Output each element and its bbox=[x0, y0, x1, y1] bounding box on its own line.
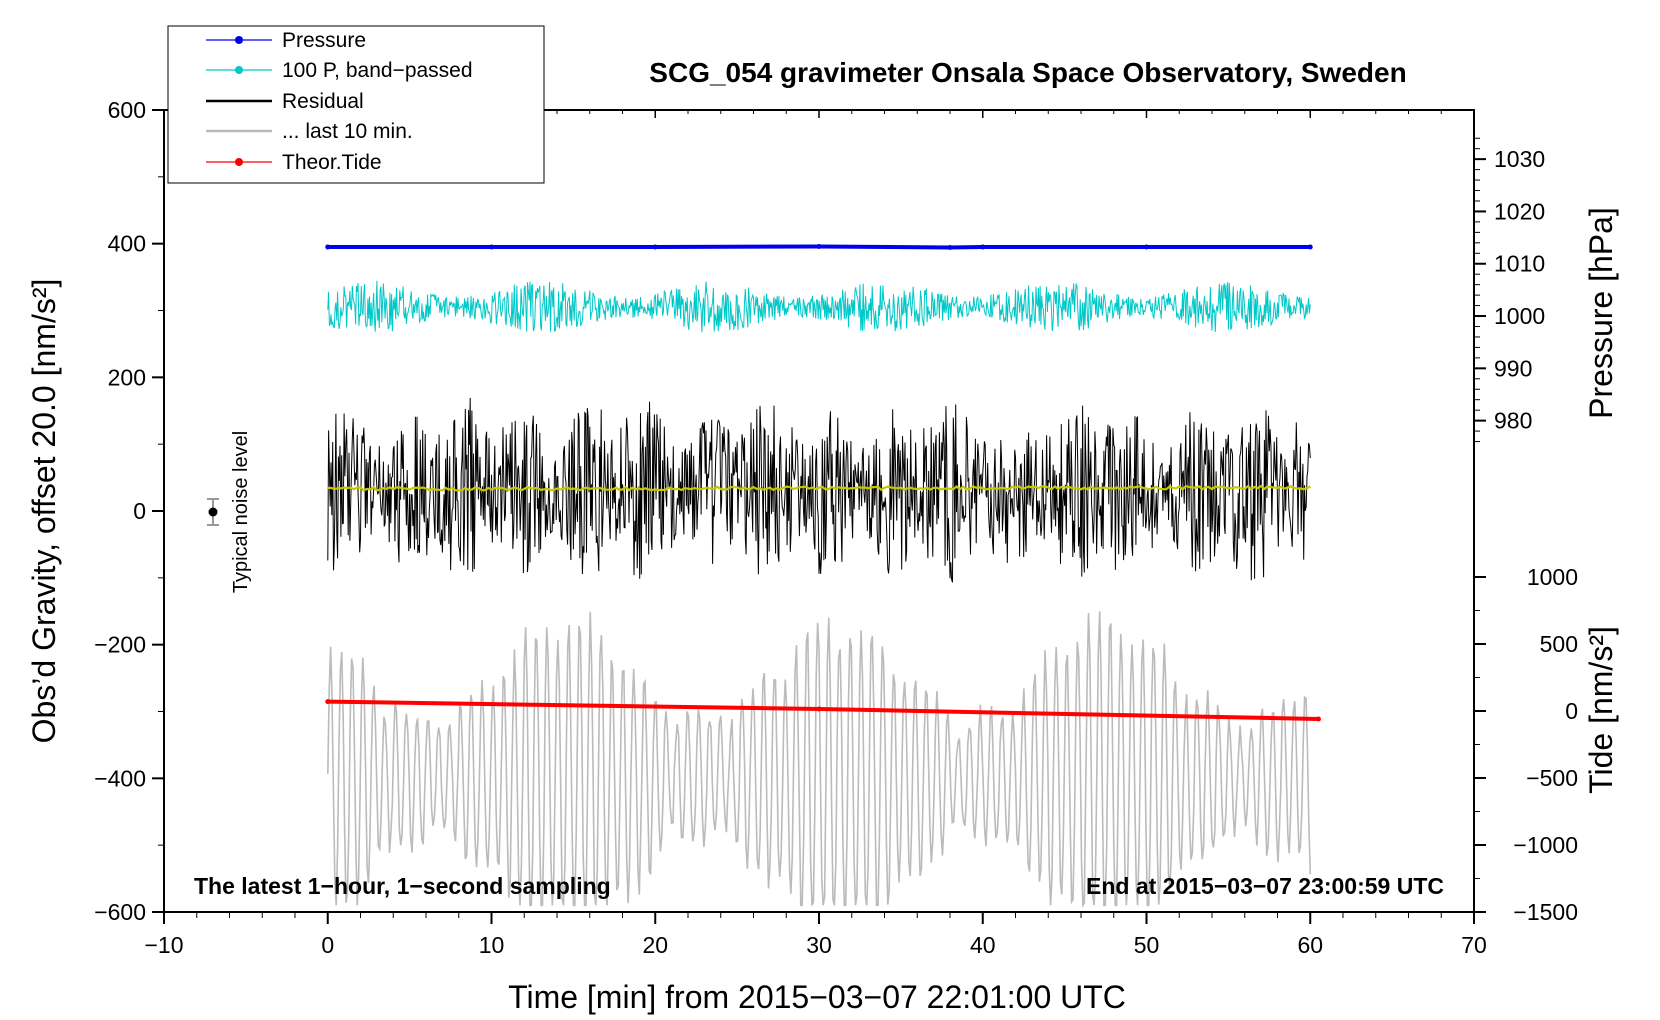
pressure-tick-label: 1030 bbox=[1494, 146, 1545, 172]
x-tick-label: −10 bbox=[144, 932, 183, 958]
legend-label-residual: Residual bbox=[282, 90, 364, 113]
pressure-point bbox=[1144, 244, 1149, 250]
y-tick-label: 600 bbox=[108, 97, 146, 123]
legend-marker-bandpassed bbox=[235, 66, 243, 74]
tide-tick-label: −1000 bbox=[1513, 832, 1578, 858]
y-tick-label: −400 bbox=[94, 765, 146, 791]
legend-entry-bandpassed: 100 P, band−passed bbox=[206, 59, 473, 82]
pressure-point bbox=[325, 244, 331, 250]
legend-box bbox=[167, 25, 545, 184]
y-tick-label: −200 bbox=[94, 632, 146, 658]
x-tick-label: 60 bbox=[1297, 932, 1323, 958]
left-axis-title: Obs’d Gravity, offset 20.0 [nm/s²] bbox=[26, 279, 62, 744]
pressure-point bbox=[980, 244, 986, 250]
legend-marker-tide bbox=[235, 158, 243, 166]
pressure-tick-label: 1010 bbox=[1494, 251, 1545, 277]
y-tick-label: 0 bbox=[133, 498, 146, 524]
legend-label-last10: ... last 10 min. bbox=[282, 120, 413, 143]
pressure-tick-label: 1020 bbox=[1494, 198, 1545, 224]
plot-content bbox=[325, 243, 1321, 909]
series-theor-tide bbox=[327, 699, 1319, 721]
noise-label: Typical noise level bbox=[230, 431, 252, 593]
legend-marker-pressure bbox=[235, 36, 243, 44]
pressure-point bbox=[652, 244, 658, 250]
pressure-tick-label: 980 bbox=[1494, 408, 1532, 434]
legend-label-pressure: Pressure bbox=[282, 29, 366, 52]
legend-entry-tide: Theor.Tide bbox=[206, 151, 382, 174]
chart-title: SCG_054 gravimeter Onsala Space Observat… bbox=[649, 57, 1406, 88]
x-tick-label: 0 bbox=[321, 932, 334, 958]
pressure-point bbox=[1307, 244, 1313, 250]
pressure-point bbox=[947, 245, 953, 251]
series-last-10-min bbox=[327, 611, 1312, 909]
tide-point bbox=[1315, 716, 1321, 722]
legend-entry-pressure: Pressure bbox=[206, 29, 366, 52]
noise-point bbox=[208, 507, 218, 517]
axes: −10 0 10 20 30 40 50 60 706004002000−200−400−600… bbox=[94, 97, 1578, 958]
legend-label-tide: Theor.Tide bbox=[282, 151, 382, 174]
pressure-tick-label: 1000 bbox=[1494, 303, 1545, 329]
legend: Pressure 100 P, band−passed Residual ...… bbox=[167, 25, 545, 184]
tide-axis-title: Tide [nm/s²] bbox=[1583, 626, 1619, 794]
legend-entry-residual: Residual bbox=[206, 90, 364, 113]
y-tick-label: 400 bbox=[108, 231, 146, 257]
sampling-note: The latest 1−hour, 1−second sampling bbox=[194, 873, 611, 899]
x-tick-label: 70 bbox=[1461, 932, 1487, 958]
legend-label-bandpassed: 100 P, band−passed bbox=[282, 59, 473, 82]
y-tick-label: −600 bbox=[94, 899, 146, 925]
tide-point bbox=[325, 699, 331, 705]
x-tick-label: 40 bbox=[970, 932, 996, 958]
noise-level-marker: Typical noise level bbox=[207, 431, 252, 593]
tide-tick-label: 0 bbox=[1565, 698, 1578, 724]
tide-tick-label: −500 bbox=[1526, 765, 1578, 791]
pressure-point bbox=[816, 243, 822, 249]
series-band-passed bbox=[327, 280, 1311, 333]
pressure-tick-label: 990 bbox=[1494, 355, 1532, 381]
tide-tick-label: −1500 bbox=[1513, 899, 1578, 925]
x-tick-label: 10 bbox=[479, 932, 505, 958]
series-residual bbox=[327, 397, 1311, 583]
x-tick-label: 30 bbox=[806, 932, 832, 958]
tide-tick-label: 1000 bbox=[1527, 564, 1578, 590]
x-axis-title: Time [min] from 2015−03−07 22:01:00 UTC bbox=[508, 979, 1126, 1015]
tide-point bbox=[816, 706, 822, 712]
pressure-point bbox=[489, 244, 494, 250]
series-residual-smoothed bbox=[327, 484, 1311, 492]
y-tick-label: 200 bbox=[108, 364, 146, 390]
end-time-note: End at 2015−03−07 23:00:59 UTC bbox=[1086, 873, 1444, 899]
pressure-axis-title: Pressure [hPa] bbox=[1583, 207, 1619, 419]
series-pressure bbox=[327, 244, 1311, 250]
x-tick-label: 50 bbox=[1134, 932, 1160, 958]
x-tick-label: 20 bbox=[642, 932, 668, 958]
tide-tick-label: 500 bbox=[1540, 631, 1578, 657]
legend-entry-last10: ... last 10 min. bbox=[206, 120, 413, 143]
